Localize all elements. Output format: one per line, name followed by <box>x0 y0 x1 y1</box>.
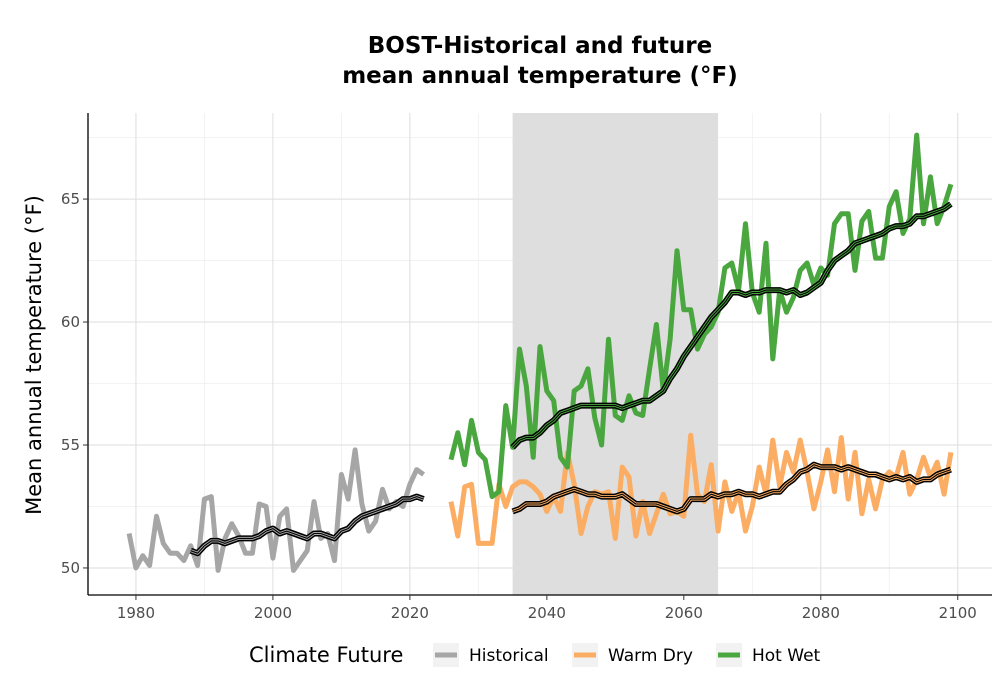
legend-label-historical: Historical <box>469 646 549 666</box>
series-line-historical <box>126 447 426 573</box>
tick-labels: 1980 2000 2020 2040 2060 2080 2100 50 55 60 65 <box>61 190 977 622</box>
chart-title: BOST-Historical and future mean annual te… <box>342 33 738 89</box>
y-tick-label: 60 <box>61 313 80 331</box>
legend: Climate Future Historical Warm Dry Hot Wet <box>249 643 821 667</box>
axes <box>83 113 992 600</box>
y-tick-label: 65 <box>61 190 80 208</box>
legend-label-warm-dry: Warm Dry <box>608 646 693 666</box>
chart-title-line: BOST-Historical and future <box>368 33 712 59</box>
x-tick-label: 2100 <box>939 604 977 622</box>
x-tick-label: 2020 <box>391 604 429 622</box>
legend-label-hot-wet: Hot Wet <box>752 646 821 666</box>
chart-title-line: mean annual temperature (°F) <box>342 63 738 89</box>
x-tick-label: 2060 <box>665 604 703 622</box>
x-tick-label: 1980 <box>117 604 155 622</box>
smoothed-line-center-historical <box>190 496 424 554</box>
legend-title: Climate Future <box>249 643 403 667</box>
x-tick-label: 2040 <box>528 604 566 622</box>
smoothed-line-center-hot-wet <box>512 203 952 448</box>
y-tick-label: 50 <box>61 559 80 577</box>
series-layer <box>126 132 954 573</box>
smoothed-line-center-warm-dry <box>512 464 952 512</box>
y-tick-label: 55 <box>61 436 80 454</box>
y-axis-title: Mean annual temperature (°F) <box>22 195 46 515</box>
x-tick-label: 2000 <box>254 604 292 622</box>
x-tick-label: 2080 <box>802 604 840 622</box>
